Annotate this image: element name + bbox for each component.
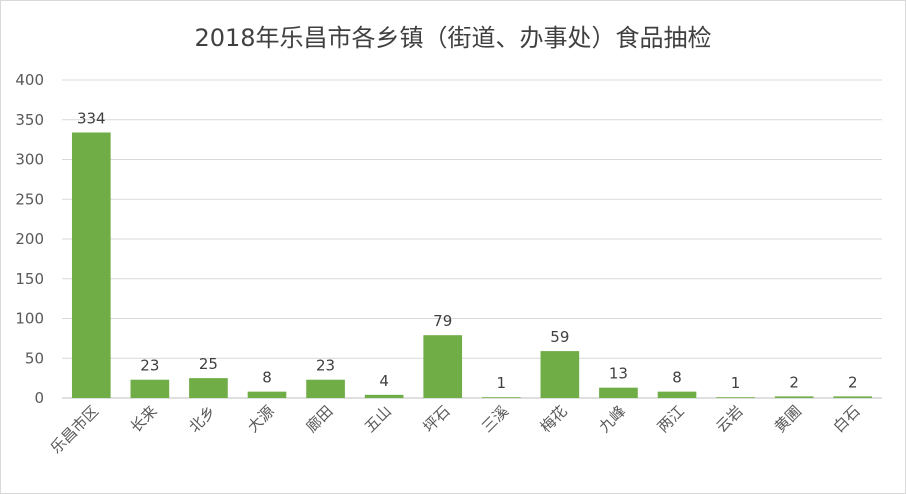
data-label: 334 <box>77 109 106 127</box>
bar <box>481 397 521 399</box>
y-tick-label: 300 <box>15 151 44 169</box>
y-tick-label: 400 <box>15 71 44 89</box>
bar <box>423 335 463 398</box>
x-tick-label: 五山 <box>361 402 395 436</box>
data-label: 23 <box>316 357 335 375</box>
x-tick-label: 乐昌市区 <box>47 402 102 457</box>
x-tick-label: 坪石 <box>420 402 454 436</box>
data-label: 1 <box>497 374 507 392</box>
x-tick-label: 黄圃 <box>771 402 805 436</box>
bar <box>716 397 755 399</box>
bar <box>247 391 287 398</box>
x-tick-label: 白石 <box>830 402 864 436</box>
y-tick-label: 200 <box>15 230 44 248</box>
data-label: 8 <box>262 369 272 387</box>
y-tick-label: 0 <box>34 389 44 407</box>
bar <box>833 396 873 398</box>
x-tick-label: 大源 <box>244 402 278 436</box>
bar <box>599 387 638 398</box>
x-tick-label: 三溪 <box>478 402 512 436</box>
data-label: 79 <box>433 312 452 330</box>
x-tick-label: 两江 <box>654 402 688 436</box>
y-tick-label: 250 <box>15 190 44 208</box>
chart-title: 2018年乐昌市各乡镇（街道、办事处）食品抽检 <box>194 24 712 52</box>
bar <box>540 351 580 398</box>
x-tick-label: 长来 <box>127 402 161 436</box>
x-tick-label: 九峰 <box>595 402 629 436</box>
data-label: 2 <box>848 373 858 391</box>
bar <box>189 378 228 398</box>
bar <box>306 379 345 398</box>
x-tick-label: 廊田 <box>302 402 336 436</box>
x-tick-label: 云岩 <box>712 402 746 436</box>
y-tick-label: 50 <box>25 349 44 367</box>
bar <box>657 391 697 398</box>
bar <box>774 396 814 398</box>
y-tick-label: 150 <box>15 270 44 288</box>
data-label: 2 <box>789 373 799 391</box>
x-tick-label: 北乡 <box>185 402 219 436</box>
data-label: 1 <box>731 374 741 392</box>
data-label: 13 <box>609 365 628 383</box>
bar <box>364 394 404 398</box>
data-label: 8 <box>672 369 682 387</box>
bar <box>71 132 111 398</box>
y-tick-label: 100 <box>15 310 44 328</box>
data-label: 23 <box>140 357 159 375</box>
data-label: 59 <box>550 328 569 346</box>
data-label: 4 <box>379 372 389 390</box>
bar <box>130 379 170 398</box>
data-label: 25 <box>199 355 218 373</box>
x-tick-label: 梅花 <box>537 402 571 436</box>
y-tick-label: 350 <box>15 111 44 129</box>
